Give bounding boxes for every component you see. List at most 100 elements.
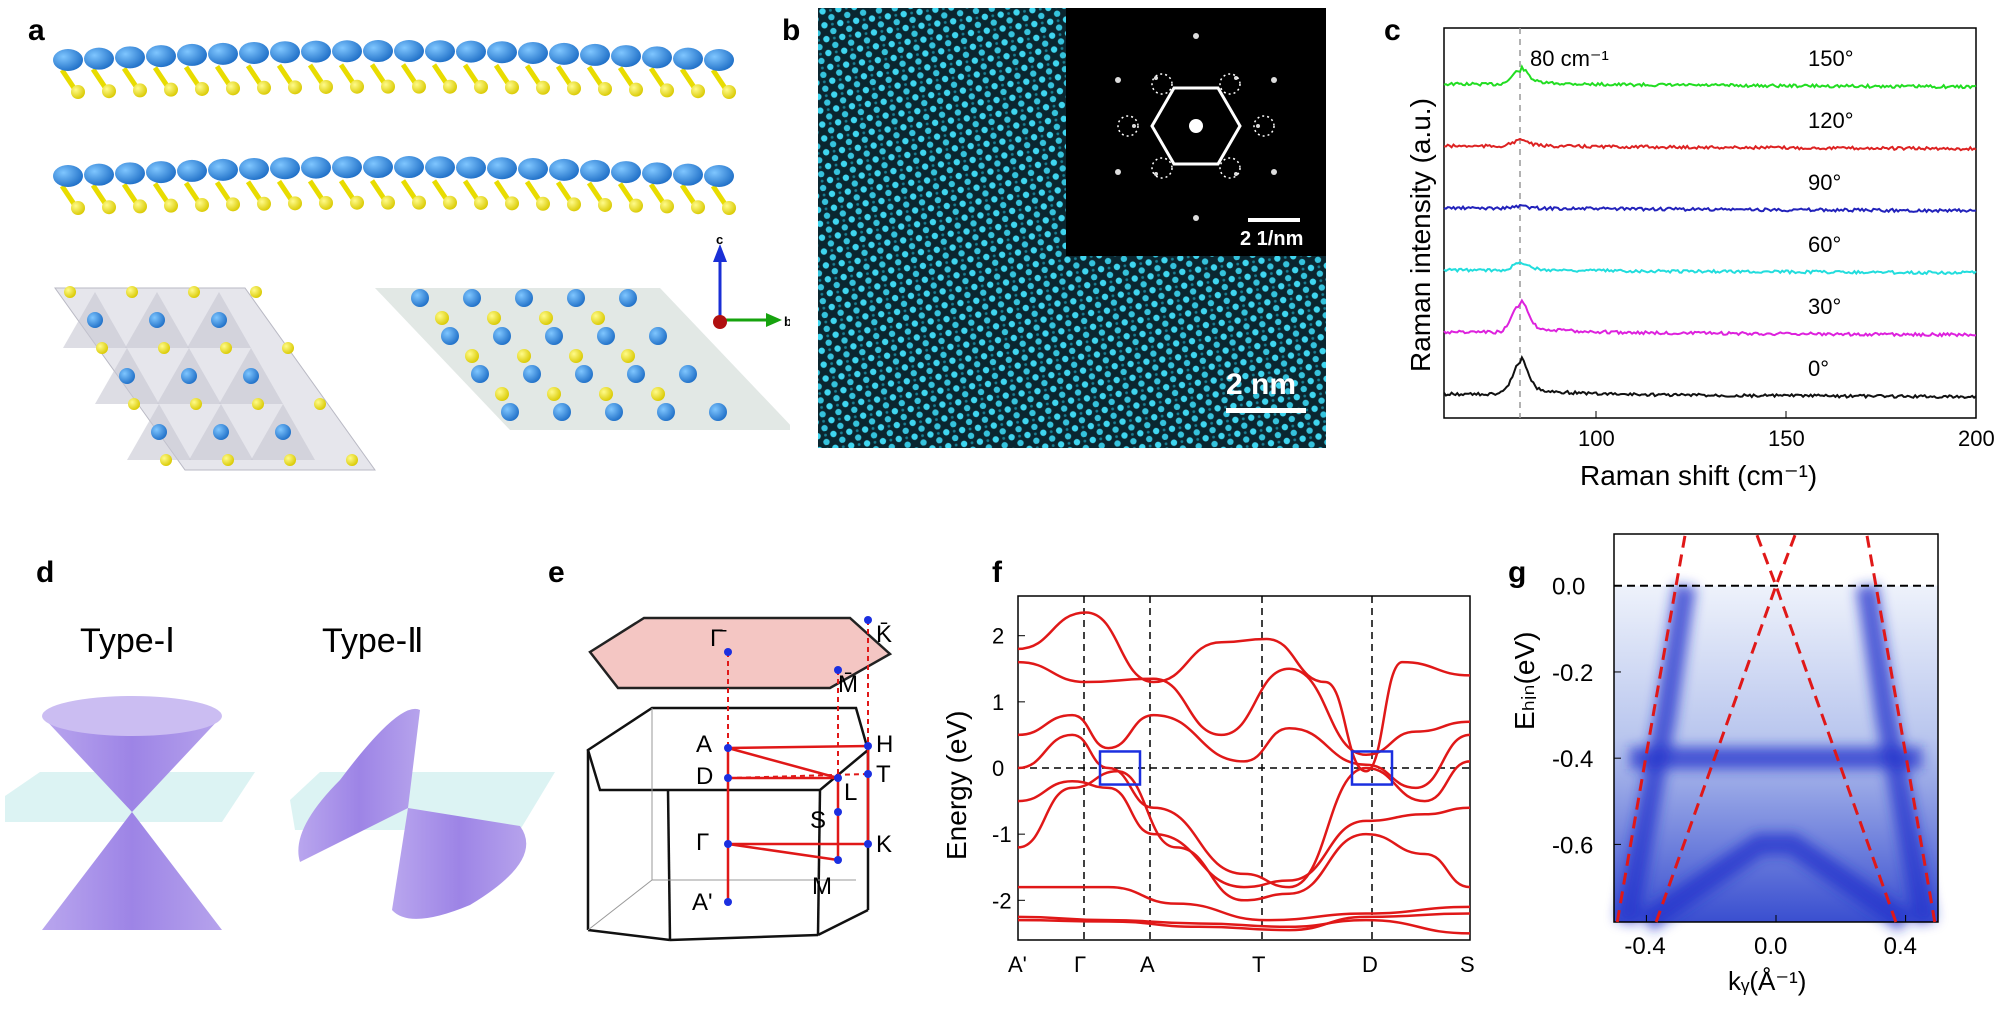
chalcogen-atom xyxy=(536,80,550,95)
chalcogen-atom xyxy=(569,349,583,363)
chalcogen-atom xyxy=(722,201,736,215)
chalcogen-atom xyxy=(381,79,395,94)
chalcogen-atom xyxy=(691,200,705,215)
chalcogen-atom xyxy=(505,196,519,211)
chalcogen-atom xyxy=(629,82,643,97)
point-d: D xyxy=(696,763,713,790)
chalcogen-atom xyxy=(64,286,76,298)
metal-atom xyxy=(487,41,517,64)
metal-atom xyxy=(673,47,703,70)
panel-label-f: f xyxy=(992,556,1002,589)
stem-scale-label: 2 nm xyxy=(1226,368,1297,401)
metal-atom xyxy=(270,157,300,180)
metal-atom xyxy=(611,161,641,184)
chalcogen-atom xyxy=(435,311,449,325)
chalcogen-atom xyxy=(381,195,395,210)
y-tick-label: -0.4 xyxy=(1552,746,1593,773)
chalcogen-atom xyxy=(691,84,705,99)
metal-atom xyxy=(84,47,114,70)
chalcogen-atom xyxy=(257,196,271,211)
chalcogen-atom xyxy=(547,387,561,401)
metal-atom xyxy=(549,158,579,181)
y-axis-label: Raman intensity (a.u.) xyxy=(1405,98,1436,372)
spectral-band xyxy=(1640,833,1912,932)
chalcogen-atom xyxy=(539,311,553,325)
point-m-bar: M̄ xyxy=(838,671,858,698)
chalcogen-atom xyxy=(158,342,170,354)
crossing-highlight-box xyxy=(1098,750,1142,786)
x-tick-label: T xyxy=(1252,952,1265,977)
metal-atom xyxy=(575,365,593,383)
metal-atom xyxy=(332,156,362,179)
metal-atom xyxy=(580,159,610,182)
chalcogen-atom xyxy=(474,195,488,210)
chalcogen-atom xyxy=(188,286,200,298)
series-label: 90° xyxy=(1808,170,1841,195)
spectral-band xyxy=(1855,584,1936,925)
chalcogen-atom xyxy=(621,349,635,363)
chalcogen-atom xyxy=(567,81,581,96)
metal-atom xyxy=(411,289,429,307)
dirac-cone-figure: Type-Ⅰ Type-Ⅱ xyxy=(5,622,555,930)
chalcogen-atom xyxy=(96,342,108,354)
metal-atom xyxy=(501,403,519,421)
metal-atom xyxy=(151,424,167,440)
fft-scale-label: 2 1/nm xyxy=(1240,228,1304,250)
series-label: 60° xyxy=(1808,232,1841,257)
series-label: 0° xyxy=(1808,356,1829,381)
y-axis-label: Eₕᵢₙ(eV) xyxy=(1509,632,1540,730)
dft-dispersion-line xyxy=(1615,533,1687,923)
chalcogen-atom xyxy=(319,79,333,94)
metal-atom xyxy=(119,368,135,384)
metal-atom xyxy=(657,403,675,421)
chalcogen-atom xyxy=(282,342,294,354)
metal-atom xyxy=(704,165,734,187)
chalcogen-atom xyxy=(319,195,333,210)
axes-indicator: c b xyxy=(713,232,790,329)
panel-label-b: b xyxy=(782,14,801,47)
chalcogen-atom xyxy=(314,398,326,410)
metal-atom xyxy=(679,365,697,383)
metal-atom xyxy=(363,156,393,179)
point-l: L xyxy=(844,779,857,806)
chalcogen-atom xyxy=(220,342,232,354)
x-tick-label: A' xyxy=(1008,952,1027,977)
type1-label: Type-Ⅰ xyxy=(80,622,175,660)
point-s: S xyxy=(810,807,826,834)
chalcogen-atom xyxy=(651,387,665,401)
raman-chart: 100 150 200 80 cm⁻¹ Raman shift (cm⁻¹) Raman … xyxy=(1405,27,1995,491)
chalcogen-atom xyxy=(226,81,240,96)
chalcogen-atom xyxy=(505,80,519,95)
chalcogen-atom xyxy=(250,286,262,298)
crystal-structure-figure: c b xyxy=(53,40,790,471)
metal-atom xyxy=(456,156,486,179)
layered-side-view xyxy=(53,40,736,215)
metal-atom xyxy=(709,403,727,421)
metal-atom xyxy=(619,289,637,307)
arpes-chart: 0.0 -0.2 -0.4 -0.6 -0.4 0.0 0.4 kᵧ(Å⁻¹) Eₕᵢₙ(eV) xyxy=(1509,533,1939,996)
raman-series-line xyxy=(1443,64,1977,90)
metal-atom xyxy=(363,40,393,63)
metal-atom xyxy=(394,156,424,179)
chalcogen-atom xyxy=(517,349,531,363)
metal-atom xyxy=(611,45,641,68)
metal-atom xyxy=(471,365,489,383)
metal-atom xyxy=(177,43,207,66)
type2-label: Type-Ⅱ xyxy=(322,622,424,660)
x-tick-label: A xyxy=(1140,952,1155,977)
chalcogen-atom xyxy=(257,80,271,95)
metal-atom xyxy=(597,327,615,345)
metal-atom xyxy=(523,365,541,383)
chalcogen-atom xyxy=(71,85,85,99)
x-tick-label: 0.4 xyxy=(1884,933,1917,960)
raman-series-line xyxy=(1443,261,1977,276)
metal-atom xyxy=(301,40,331,63)
band-line xyxy=(1017,915,1471,935)
metal-atom xyxy=(518,41,548,64)
type2-cone xyxy=(290,708,555,919)
series-label: 150° xyxy=(1808,46,1854,71)
y-tick-label: 0.0 xyxy=(1552,574,1585,601)
band-line xyxy=(1017,660,1471,757)
chalcogen-atom xyxy=(598,197,612,212)
x-tick-label: 0.0 xyxy=(1754,933,1787,960)
